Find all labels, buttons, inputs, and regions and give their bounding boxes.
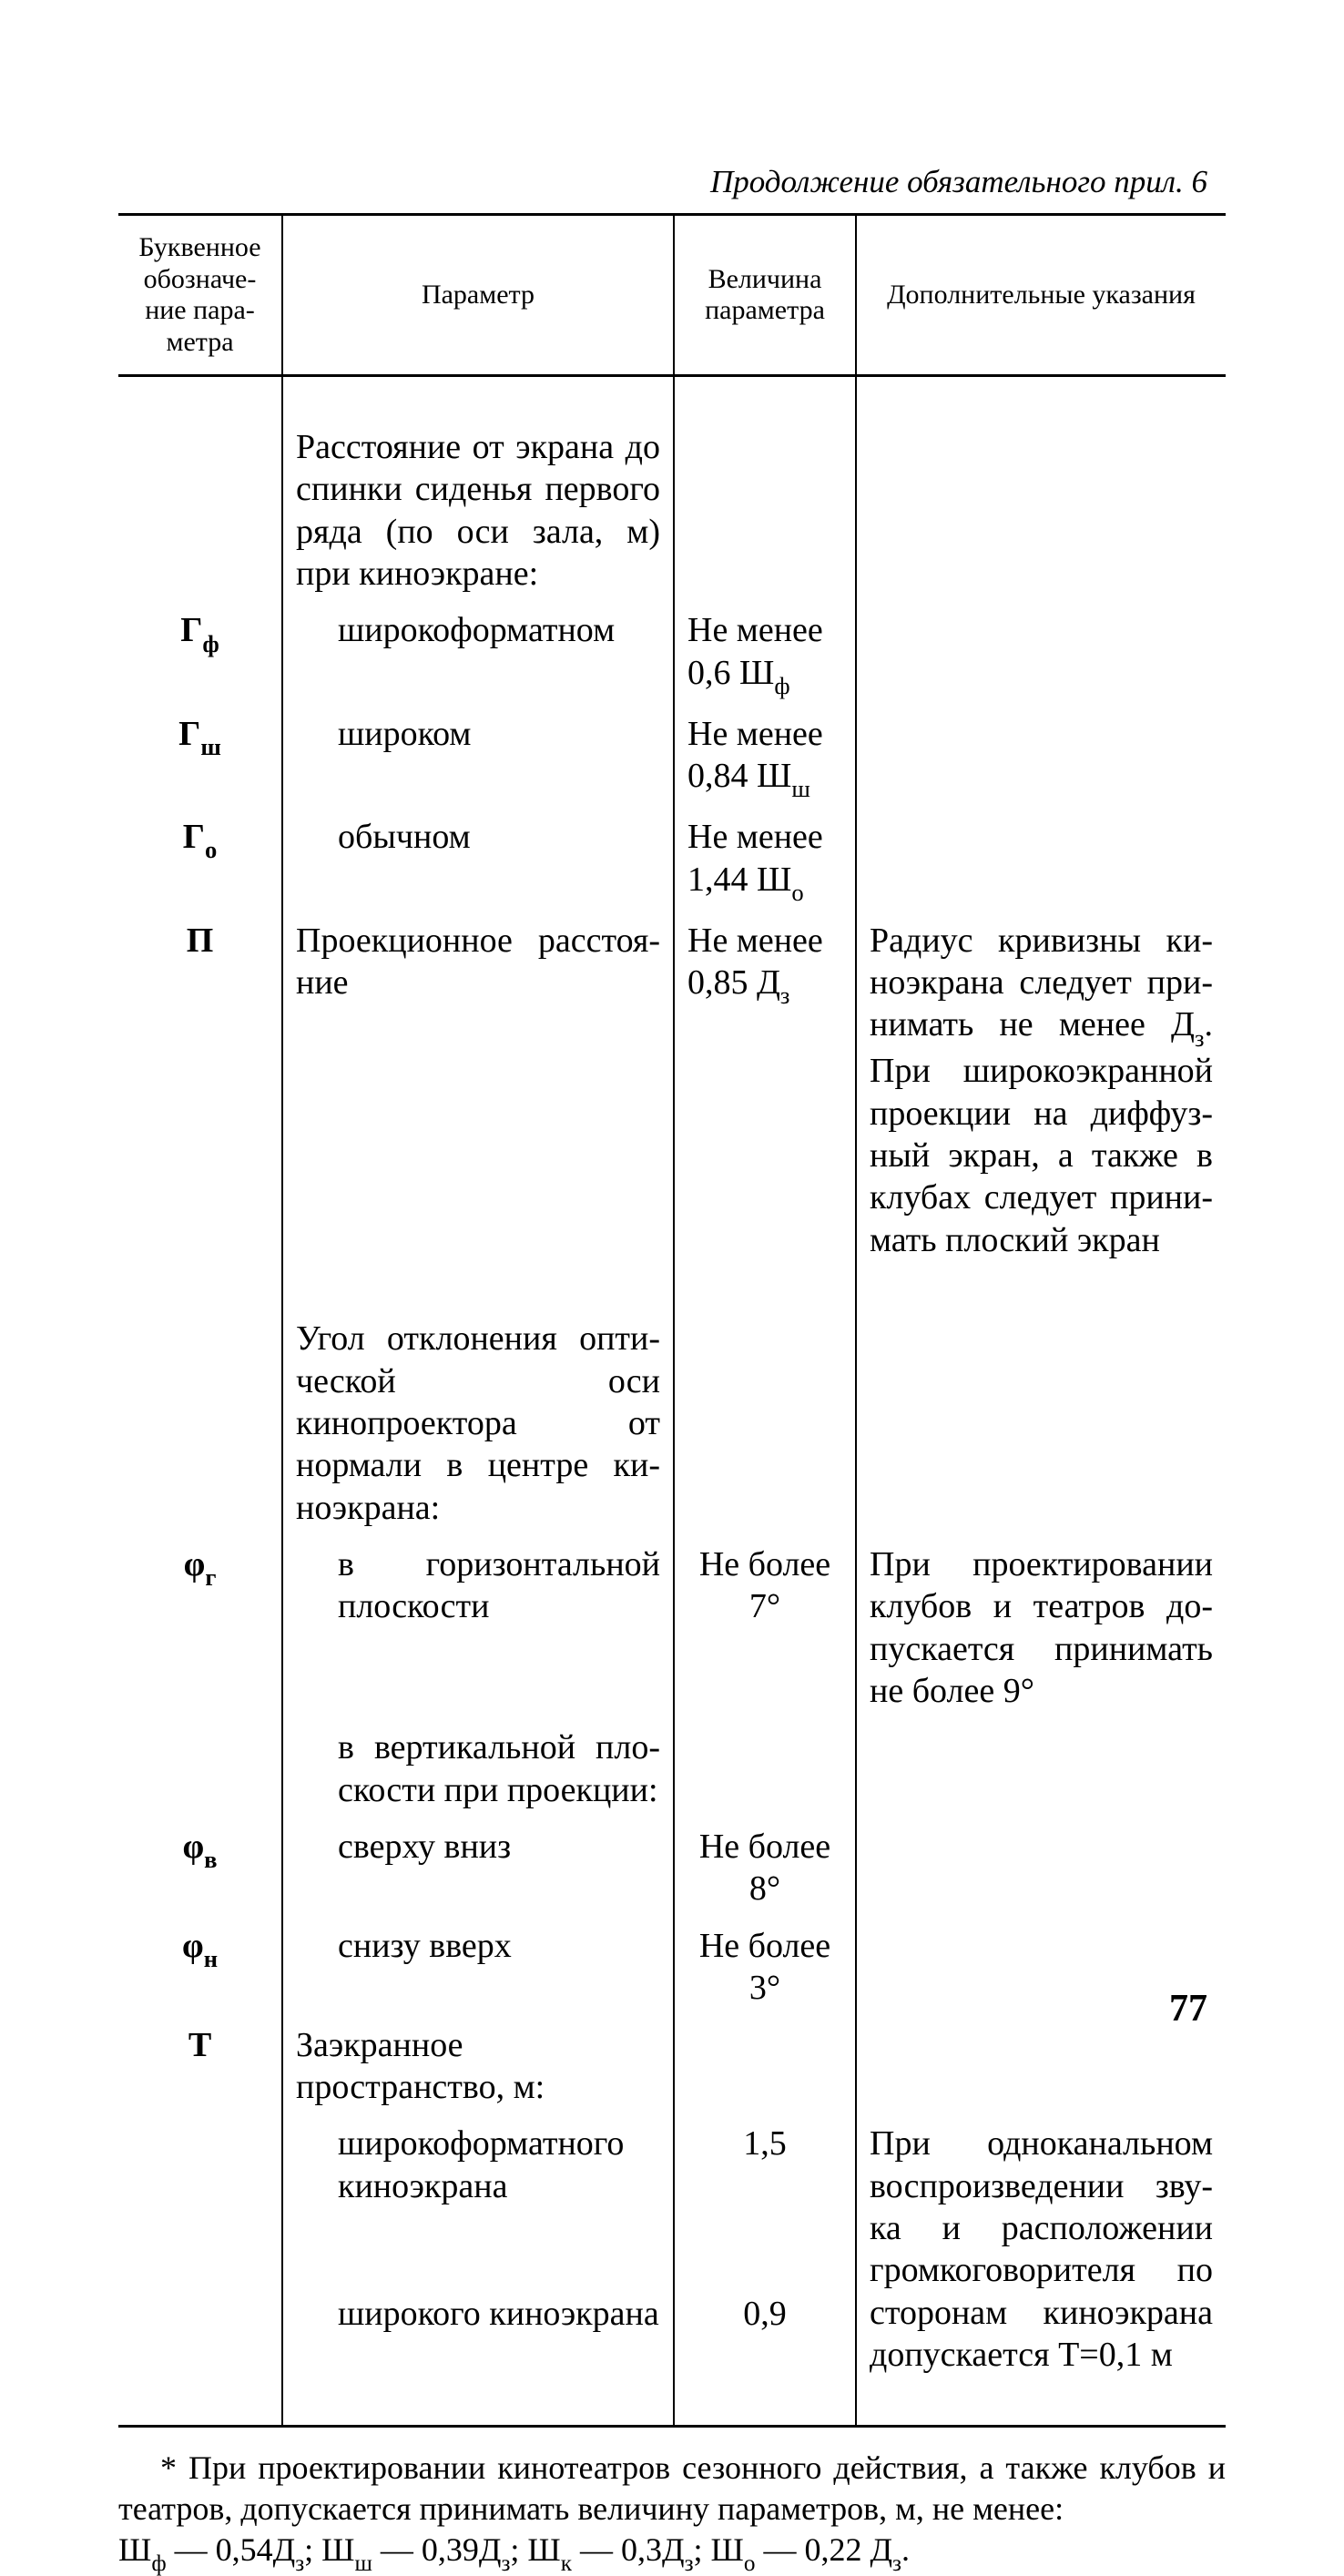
- cell-parameter: широкого киноэкрана: [282, 2286, 674, 2383]
- cell-symbol: Т: [118, 2017, 282, 2116]
- header-notes: Дополнительные указания: [856, 215, 1226, 376]
- cell-parameter: Угол отклонения опти-ческой оси кинопрое…: [282, 1310, 674, 1536]
- footnote-line2: Шф — 0,54Дз; Шш — 0,39Дз; Шк — 0,3Дз; Шо…: [118, 2531, 910, 2568]
- cell-symbol: Гф: [118, 602, 282, 705]
- cell-symbol: [118, 2115, 282, 2286]
- table-row: Угол отклонения опти-ческой оси кинопрое…: [118, 1310, 1226, 1536]
- cell-note: [856, 419, 1226, 602]
- cell-note: [856, 1719, 1226, 1818]
- table-row: Гш широком Не менее 0,84 Шш: [118, 706, 1226, 809]
- cell-value: Не менее 1,44 Шо: [674, 809, 856, 911]
- cell-value: Не менее 0,84 Шш: [674, 706, 856, 809]
- cell-symbol: [118, 1719, 282, 1818]
- cell-value: Не более 8°: [674, 1818, 856, 1918]
- page-number: 77: [1169, 1987, 1207, 2031]
- cell-note: [856, 809, 1226, 911]
- cell-value: [674, 2017, 856, 2116]
- cell-symbol: Гш: [118, 706, 282, 809]
- parameters-table: Буквенное обозначе-ние пара-метра Параме…: [118, 213, 1226, 2428]
- cell-value: Не менее 0,85 Дз: [674, 912, 856, 1269]
- table-row: Расстояние от экрана до спинки сиденья п…: [118, 419, 1226, 602]
- table-header-row: Буквенное обозначе-ние пара-метра Параме…: [118, 215, 1226, 376]
- cell-symbol: φн: [118, 1918, 282, 2017]
- cell-note: При проектировании клубов и театров до-п…: [856, 1536, 1226, 1719]
- cell-value: Не более 3°: [674, 1918, 856, 2017]
- spacer-row: [118, 1268, 1226, 1310]
- cell-value: 0,9: [674, 2286, 856, 2383]
- cell-symbol: φв: [118, 1818, 282, 1918]
- cell-parameter: Проекционное расстоя-ние: [282, 912, 674, 1269]
- cell-parameter: снизу вверх: [282, 1918, 674, 2017]
- cell-parameter: в вертикальной пло-скости при проекции:: [282, 1719, 674, 1818]
- footnote: * При проектировании кинотеатров сезонно…: [118, 2448, 1226, 2576]
- cell-note: [856, 1310, 1226, 1536]
- continuation-caption: Продолжение обязательного прил. 6: [118, 164, 1226, 200]
- table-row: φг в горизонтальной плоскости Не более 7…: [118, 1536, 1226, 1719]
- cell-value: [674, 419, 856, 602]
- cell-parameter: в горизонтальной плоскости: [282, 1536, 674, 1719]
- table-row: Т Заэкранное пространство, м:: [118, 2017, 1226, 2116]
- cell-note: [856, 706, 1226, 809]
- header-value: Величина параметра: [674, 215, 856, 376]
- cell-symbol: [118, 2286, 282, 2383]
- cell-note: При одноканальном воспроизведении зву-ка…: [856, 2115, 1226, 2383]
- table-row: φн снизу вверх Не более 3°: [118, 1918, 1226, 2017]
- spacer-row: [118, 376, 1226, 420]
- table-row: П Проекционное расстоя-ние Не менее 0,85…: [118, 912, 1226, 1269]
- cell-parameter: обычном: [282, 809, 674, 911]
- cell-note: [856, 602, 1226, 705]
- cell-value: [674, 1719, 856, 1818]
- table-row: φв сверху вниз Не более 8°: [118, 1818, 1226, 1918]
- cell-parameter: широкоформатного киноэкрана: [282, 2115, 674, 2286]
- footnote-line1: * При проектировании кинотеатров сезонно…: [118, 2448, 1226, 2530]
- cell-symbol: Го: [118, 809, 282, 911]
- table-row: Го обычном Не менее 1,44 Шо: [118, 809, 1226, 911]
- cell-note: Радиус кривизны ки-ноэкрана следует при-…: [856, 912, 1226, 1269]
- cell-value: Не менее 0,6 Шф: [674, 602, 856, 705]
- cell-parameter: Заэкранное пространство, м:: [282, 2017, 674, 2116]
- cell-parameter: широком: [282, 706, 674, 809]
- cell-symbol: П: [118, 912, 282, 1269]
- cell-note: [856, 1818, 1226, 1918]
- cell-symbol: φг: [118, 1536, 282, 1719]
- table-row: в вертикальной пло-скости при проекции:: [118, 1719, 1226, 1818]
- cell-value: [674, 1310, 856, 1536]
- table-row: Гф широкоформатном Не менее 0,6 Шф: [118, 602, 1226, 705]
- cell-symbol: [118, 419, 282, 602]
- header-symbol: Буквенное обозначе-ние пара-метра: [118, 215, 282, 376]
- cell-parameter: широкоформатном: [282, 602, 674, 705]
- cell-note: [856, 2017, 1226, 2116]
- cell-value: 1,5: [674, 2115, 856, 2286]
- cell-value: Не более 7°: [674, 1536, 856, 1719]
- cell-parameter: Расстояние от экрана до спинки сиденья п…: [282, 419, 674, 602]
- spacer-row: [118, 2383, 1226, 2427]
- cell-parameter: сверху вниз: [282, 1818, 674, 1918]
- document-page: Продолжение обязательного прил. 6 Буквен…: [0, 0, 1344, 2126]
- table-row: широкоформатного киноэкрана 1,5 При одно…: [118, 2115, 1226, 2286]
- header-parameter: Параметр: [282, 215, 674, 376]
- cell-symbol: [118, 1310, 282, 1536]
